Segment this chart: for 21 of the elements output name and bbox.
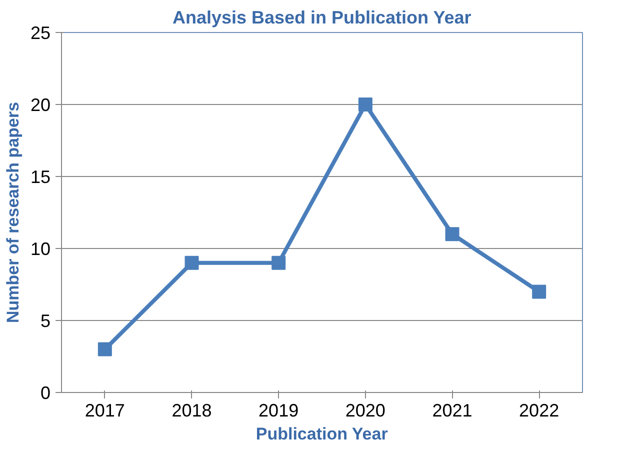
chart-title: Analysis Based in Publication Year xyxy=(172,8,472,28)
x-tick-label: 2022 xyxy=(519,400,560,420)
point xyxy=(184,256,199,270)
y-tick-label: 10 xyxy=(30,239,51,259)
x-tick-label: 2018 xyxy=(172,400,212,420)
point xyxy=(358,98,372,112)
x-tick-label: 2017 xyxy=(84,400,125,420)
y-tick-label: 25 xyxy=(30,23,51,43)
x-axis-title: Publication Year xyxy=(256,424,388,444)
y-tick-label: 15 xyxy=(30,167,51,187)
point xyxy=(272,256,286,270)
point xyxy=(445,227,460,242)
point xyxy=(532,284,546,299)
y-axis-title: Number of research papers xyxy=(3,102,22,324)
y-tick-label: 5 xyxy=(40,311,51,331)
x-tick-label: 2020 xyxy=(345,400,386,420)
y-tick-label: 0 xyxy=(40,383,51,403)
x-tick-label: 2021 xyxy=(432,400,472,420)
x-tick-label: 2019 xyxy=(258,400,299,420)
point xyxy=(98,342,112,356)
y-tick-label: 20 xyxy=(30,95,51,115)
